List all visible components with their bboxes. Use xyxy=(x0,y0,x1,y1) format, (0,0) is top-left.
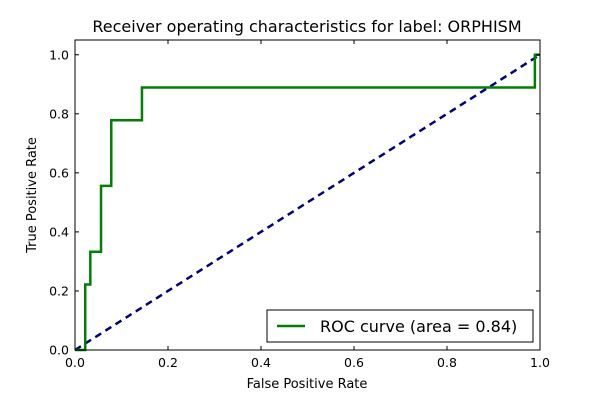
chart-title: Receiver operating characteristics for l… xyxy=(92,17,521,36)
x-tick-label: 0.0 xyxy=(65,355,85,370)
y-tick-label: 0.4 xyxy=(49,224,69,239)
plot-frame xyxy=(74,39,541,351)
legend-label: ROC curve (area = 0.84) xyxy=(320,317,517,336)
x-tick-label: 0.6 xyxy=(344,355,364,370)
axis-ticks: 0.0 0.2 0.4 0.6 0.8 1.0 0.0 0.2 0.4 0.6 0.8 1.0 xyxy=(49,40,550,370)
y-tick-label: 0.2 xyxy=(49,283,69,298)
x-tick-label: 0.2 xyxy=(158,355,178,370)
x-tick-label: 1.0 xyxy=(530,355,550,370)
chance-diagonal-line xyxy=(74,53,541,352)
y-tick-label: 1.0 xyxy=(49,47,69,62)
y-tick-label: 0.8 xyxy=(49,106,69,121)
plot-area xyxy=(74,53,541,352)
roc-curve-line xyxy=(75,53,540,352)
y-tick-label: 0.0 xyxy=(49,343,69,358)
y-tick-label: 0.6 xyxy=(49,165,69,180)
y-axis-label: True Positive Rate xyxy=(25,137,40,254)
x-axis-label: False Positive Rate xyxy=(247,377,368,392)
x-tick-label: 0.8 xyxy=(437,355,457,370)
legend: ROC curve (area = 0.84) xyxy=(266,309,534,343)
legend-box xyxy=(266,309,534,343)
x-tick-label: 0.4 xyxy=(251,355,271,370)
